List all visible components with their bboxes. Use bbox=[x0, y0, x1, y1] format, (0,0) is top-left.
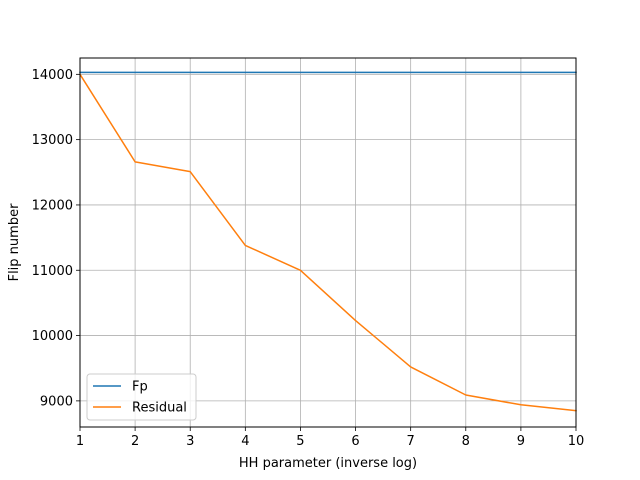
x-tick-label: 5 bbox=[296, 434, 304, 449]
x-axis-label: HH parameter (inverse log) bbox=[239, 456, 417, 471]
x-tick-label: 3 bbox=[186, 434, 194, 449]
y-axis-ticks: 9000 10000 11000 12000 13000 14000 bbox=[32, 68, 80, 409]
x-tick-label: 8 bbox=[462, 434, 470, 449]
y-tick-label: 13000 bbox=[32, 133, 73, 148]
x-tick-label: 10 bbox=[568, 434, 585, 449]
x-tick-label: 2 bbox=[131, 434, 139, 449]
y-tick-label: 12000 bbox=[32, 198, 73, 213]
y-tick-label: 14000 bbox=[32, 68, 73, 83]
series-line-residual bbox=[78, 73, 577, 412]
legend-label-fp: Fp bbox=[132, 380, 148, 395]
x-tick-label: 7 bbox=[407, 434, 415, 449]
series-layer bbox=[78, 71, 577, 412]
plot-area-background bbox=[80, 58, 576, 427]
y-tick-label: 9000 bbox=[40, 394, 73, 409]
legend-label-residual: Residual bbox=[132, 401, 187, 416]
y-tick-label: 11000 bbox=[32, 264, 73, 279]
legend: Fp Residual bbox=[86, 373, 197, 421]
x-tick-label: 4 bbox=[241, 434, 249, 449]
y-axis-label: Flip number bbox=[7, 203, 22, 281]
x-tick-label: 9 bbox=[517, 434, 525, 449]
x-tick-label: 6 bbox=[351, 434, 359, 449]
plot-area-frame bbox=[79, 57, 577, 428]
x-tick-label: 1 bbox=[76, 434, 84, 449]
x-axis-ticks: 1 2 3 4 5 6 7 8 9 10 bbox=[76, 427, 584, 449]
y-tick-label: 10000 bbox=[32, 329, 73, 344]
